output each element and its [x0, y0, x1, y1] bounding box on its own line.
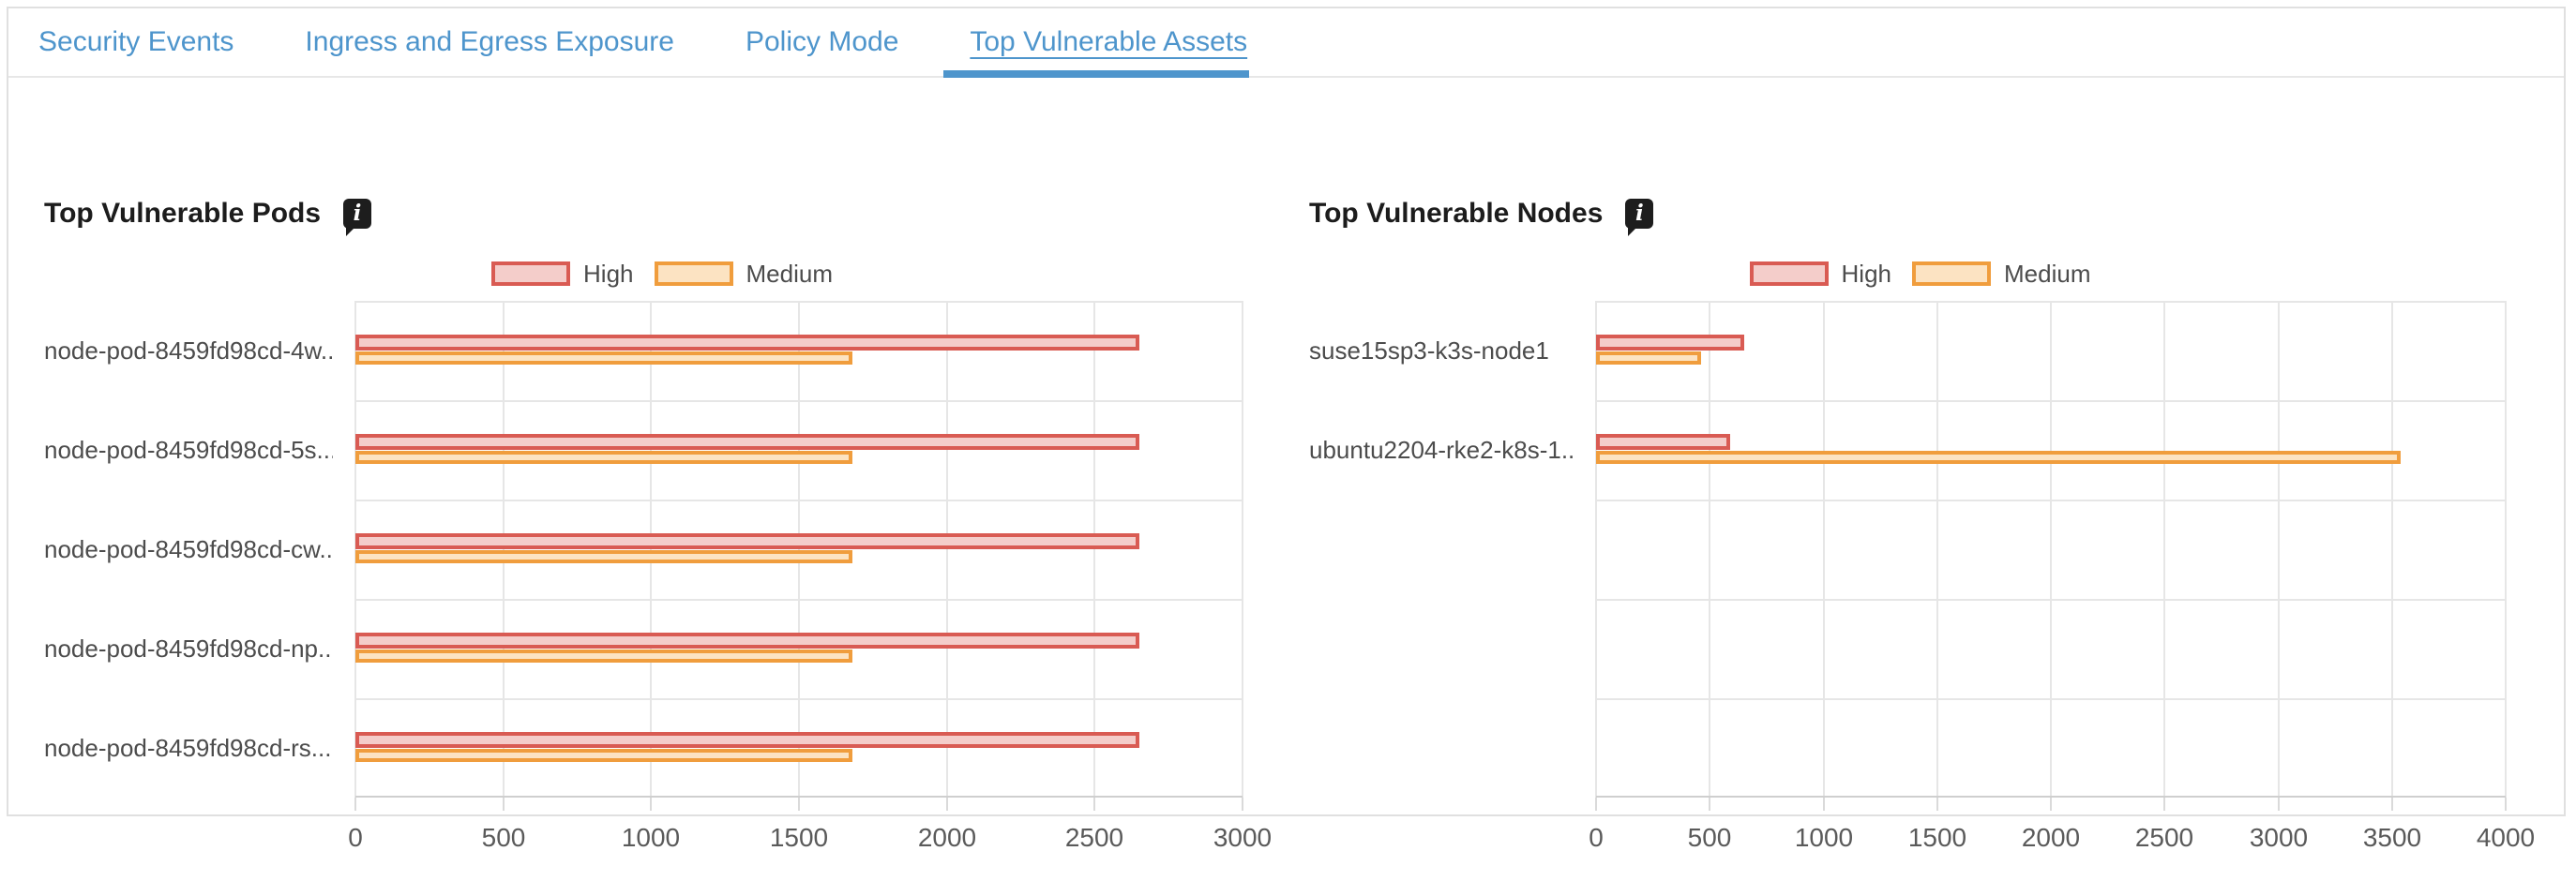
bar-high[interactable] [355, 335, 1139, 351]
axis-tick [798, 798, 800, 811]
legend-item-medium[interactable]: Medium [1912, 260, 2090, 289]
x-axis-tick-label: 1500 [769, 823, 829, 852]
tab-policy-mode[interactable]: Policy Mode [745, 26, 899, 57]
x-axis-line [355, 796, 1243, 798]
x-axis-tick-label: 500 [481, 823, 526, 852]
tab-security-events[interactable]: Security Events [38, 26, 234, 57]
legend-swatch-medium [1912, 261, 1991, 286]
info-glyph-text: i [353, 200, 362, 226]
gridline-vertical [2050, 301, 2052, 798]
gridline-vertical [798, 301, 800, 798]
chart-legend: High Medium [1309, 260, 2531, 288]
axis-tick [1595, 798, 1597, 811]
bar-high[interactable] [355, 732, 1139, 748]
x-axis-tick-label: 4000 [2476, 823, 2536, 852]
gridline-vertical [1936, 301, 1938, 798]
tab-top-vulnerable-assets[interactable]: Top Vulnerable Assets [943, 8, 1249, 78]
axis-tick [354, 798, 356, 811]
axis-tick [1823, 798, 1825, 811]
category-label: node-pod-8459fd98cd-rs... [44, 734, 332, 762]
gridline-vertical [1823, 301, 1825, 798]
legend-label: Medium [746, 259, 833, 288]
plot-area [1595, 301, 2507, 811]
axis-tick [2050, 798, 2052, 811]
chart-title: Top Vulnerable Nodes [1309, 198, 1604, 229]
gridline-vertical [946, 301, 948, 798]
bar-high[interactable] [355, 533, 1139, 549]
legend-item-medium[interactable]: Medium [654, 259, 833, 289]
category-label: node-pod-8459fd98cd-np... [44, 635, 333, 663]
category-label: ubuntu2204-rke2-k8s-1.... [1309, 436, 1574, 464]
gridline-vertical [2163, 301, 2165, 798]
gridline-vertical [1709, 301, 1710, 798]
tab-ingress-egress-exposure[interactable]: Ingress and Egress Exposure [305, 26, 674, 57]
axis-tick [650, 798, 652, 811]
axis-tick [1936, 798, 1938, 811]
legend-label: High [583, 259, 634, 288]
info-icon[interactable]: i [1625, 199, 1654, 236]
axis-tick [2278, 798, 2280, 811]
bar-high[interactable] [355, 434, 1139, 450]
gridline-vertical [2505, 301, 2507, 798]
legend-item-high[interactable]: High [491, 259, 634, 289]
category-label: node-pod-8459fd98cd-5s... [44, 436, 333, 464]
axis-tick [2505, 798, 2507, 811]
x-axis-tick-label: 2000 [917, 823, 977, 852]
page: { "tabs": { "accent_color": "#4e95cc", "… [7, 7, 2566, 852]
bar-medium[interactable] [1596, 451, 2401, 464]
legend-swatch-high [491, 261, 571, 286]
plot-area [354, 301, 1243, 811]
legend-label: Medium [2004, 259, 2091, 288]
dashboard-panel: Security Events Ingress and Egress Expos… [7, 7, 2566, 852]
chart-legend: High Medium [44, 260, 1280, 288]
legend-swatch-medium [654, 261, 733, 286]
axis-tick [946, 798, 948, 811]
chart-header: Top Vulnerable Pods i [44, 195, 372, 236]
top-vulnerable-nodes-chart: Top Vulnerable Nodes i High Medium 0 500 1000 1… [1309, 187, 2535, 881]
bar-medium[interactable] [355, 451, 852, 464]
bar-medium[interactable] [355, 749, 852, 762]
chart-header: Top Vulnerable Nodes i [1309, 195, 1654, 236]
category-label: node-pod-8459fd98cd-4w... [44, 336, 333, 365]
top-vulnerable-pods-chart: Top Vulnerable Pods i High Medium 0 500 1000 15… [44, 187, 1280, 881]
legend-swatch-high [1749, 261, 1829, 286]
bar-medium[interactable] [355, 650, 852, 663]
axis-tick [1242, 798, 1243, 811]
gridline-vertical [354, 301, 356, 798]
bar-medium[interactable] [1596, 351, 1701, 365]
x-axis-tick-label: 3000 [1213, 823, 1273, 852]
gridline-vertical [1093, 301, 1095, 798]
info-glyph-text: i [1635, 200, 1644, 226]
category-label: node-pod-8459fd98cd-cw... [44, 535, 333, 563]
bar-high[interactable] [355, 633, 1139, 649]
category-label: suse15sp3-k3s-node1 [1309, 336, 1549, 365]
legend-label: High [1841, 259, 1891, 288]
info-icon[interactable]: i [343, 199, 372, 236]
legend-item-high[interactable]: High [1749, 259, 1891, 289]
gridline-vertical [2391, 301, 2393, 798]
gridline-vertical [650, 301, 652, 798]
axis-tick [2391, 798, 2393, 811]
axis-tick [2163, 798, 2165, 811]
bar-medium[interactable] [355, 550, 852, 563]
chart-title: Top Vulnerable Pods [44, 198, 322, 229]
x-axis-tick-label: 1000 [621, 823, 681, 852]
axis-tick [1093, 798, 1095, 811]
tab-bar: Security Events Ingress and Egress Expos… [8, 8, 2564, 78]
x-axis-line [1596, 796, 2506, 798]
bar-medium[interactable] [355, 351, 852, 365]
bar-high[interactable] [1596, 434, 1730, 450]
axis-tick [1709, 798, 1710, 811]
gridline-vertical [503, 301, 505, 798]
charts-area: Top Vulnerable Pods i High Medium 0 500 1000 15… [8, 78, 2564, 852]
gridline-vertical [2278, 301, 2280, 798]
bar-high[interactable] [1596, 335, 1744, 351]
x-axis-tick-label: 0 [348, 823, 363, 852]
gridline-vertical [1242, 301, 1243, 798]
gridline-vertical [1595, 301, 1597, 798]
axis-tick [503, 798, 505, 811]
x-axis-tick-label: 2500 [1064, 823, 1124, 852]
